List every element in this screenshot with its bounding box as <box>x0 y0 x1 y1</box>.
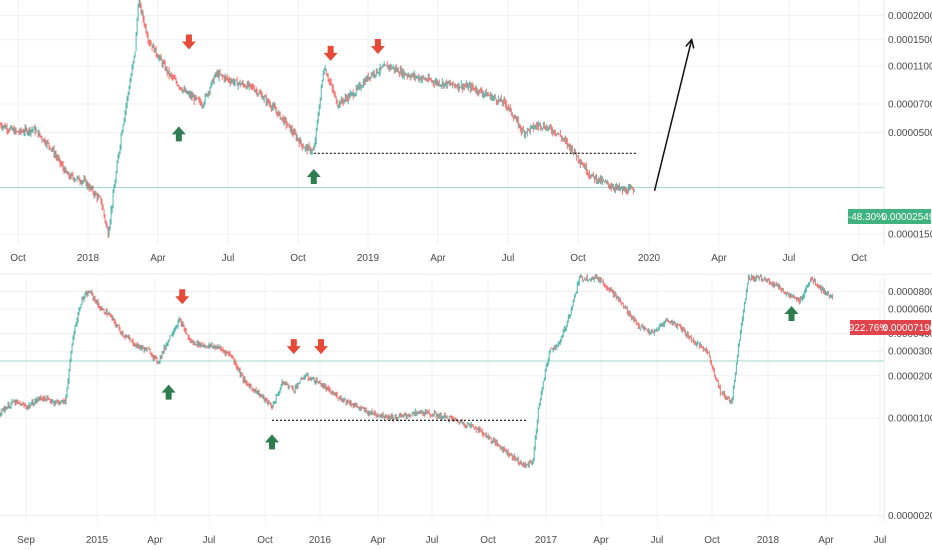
down-arrow-marker <box>286 339 301 355</box>
x-tick-label: Apr <box>430 253 446 264</box>
y-tick-label: 0.00006000 <box>888 305 932 316</box>
up-arrow-marker <box>306 168 321 184</box>
y-tick-label: 0.00008000 <box>888 287 932 298</box>
down-arrow-marker <box>175 289 190 305</box>
top-change-label: -48.30% <box>848 212 885 223</box>
top-change-badge-bg <box>848 209 885 224</box>
x-tick-label: Oct <box>851 253 867 264</box>
y-tick-label: 0.00000200 <box>888 511 932 522</box>
x-tick-label: 2016 <box>309 535 332 546</box>
x-tick-label: Jul <box>651 535 664 546</box>
x-tick-label: 2018 <box>757 535 780 546</box>
x-tick-label: Oct <box>290 253 306 264</box>
up-arrow-marker <box>784 306 799 322</box>
x-tick-label: Jul <box>502 253 515 264</box>
x-tick-label: Oct <box>704 535 720 546</box>
bottom-candles <box>0 273 833 469</box>
x-tick-label: Oct <box>257 535 273 546</box>
x-tick-label: Jul <box>222 253 235 264</box>
x-tick-label: Jul <box>874 535 887 546</box>
x-tick-label: Apr <box>150 253 166 264</box>
x-tick-label: Apr <box>711 253 727 264</box>
y-tick-label: 0.00007000 <box>888 99 932 110</box>
down-arrow-marker <box>181 34 196 50</box>
top-candles <box>0 0 635 239</box>
top-markers <box>171 34 385 184</box>
y-tick-label: 0.00005000 <box>888 128 932 139</box>
trend-arrow-head[interactable] <box>685 38 695 49</box>
top-price-badge-bg <box>885 209 931 224</box>
x-tick-label: Apr <box>818 535 834 546</box>
bottom-price-badge-bg <box>887 320 931 335</box>
bottom-price-badge: 922.76% 0.00007190 <box>849 320 932 335</box>
top-grid <box>0 0 884 246</box>
down-arrow-marker <box>323 45 338 61</box>
bottom-time-axis[interactable]: Sep 2015 Apr Jul Oct 2016 Apr Jul Oct 2017 Apr Jul O… <box>17 535 886 546</box>
x-tick-label: 2019 <box>357 253 380 264</box>
bottom-price-label: 0.00007190 <box>883 323 932 334</box>
x-tick-label: Apr <box>370 535 386 546</box>
x-tick-label: Sep <box>17 535 35 546</box>
x-tick-label: Oct <box>10 253 26 264</box>
up-arrow-marker <box>171 126 186 142</box>
top-price-label: 0.00002549 <box>882 212 932 223</box>
up-arrow-marker <box>161 384 176 400</box>
bottom-markers <box>161 289 799 450</box>
y-tick-label: 0.00020000 <box>888 11 932 22</box>
down-arrow-marker <box>313 339 328 355</box>
y-tick-label: 0.00003000 <box>888 347 932 358</box>
y-tick-label: 0.00001500 <box>888 229 932 240</box>
top-trend-arrow[interactable] <box>653 38 695 192</box>
y-tick-label: 0.00015000 <box>888 35 932 46</box>
x-tick-label: Oct <box>570 253 586 264</box>
x-tick-label: Apr <box>593 535 609 546</box>
down-arrow-marker <box>370 39 385 55</box>
x-tick-label: Jul <box>783 253 796 264</box>
x-tick-label: 2017 <box>535 535 558 546</box>
x-tick-label: 2015 <box>86 535 109 546</box>
y-tick-label: 0.00001000 <box>888 413 932 424</box>
x-tick-label: 2020 <box>638 253 661 264</box>
bottom-chart-panel: 0.000080000.000060000.000040000.00003000… <box>0 273 932 546</box>
bottom-change-badge-bg <box>850 320 887 335</box>
top-price-badge: -48.30% 0.00002549 <box>848 209 932 224</box>
trend-arrow-shaft[interactable] <box>653 39 693 192</box>
x-tick-label: Jul <box>203 535 216 546</box>
x-tick-label: Apr <box>147 535 163 546</box>
top-time-axis[interactable]: Oct 2018 Apr Jul Oct 2019 Apr Jul Oct 2020 Apr Jul O… <box>10 253 867 264</box>
x-tick-label: 2018 <box>77 253 100 264</box>
up-arrow-marker <box>265 434 279 450</box>
x-tick-label: Oct <box>480 535 496 546</box>
bottom-change-label: 922.76% <box>849 323 889 334</box>
x-tick-label: Jul <box>426 535 439 546</box>
y-tick-label: 0.00002000 <box>888 371 932 382</box>
